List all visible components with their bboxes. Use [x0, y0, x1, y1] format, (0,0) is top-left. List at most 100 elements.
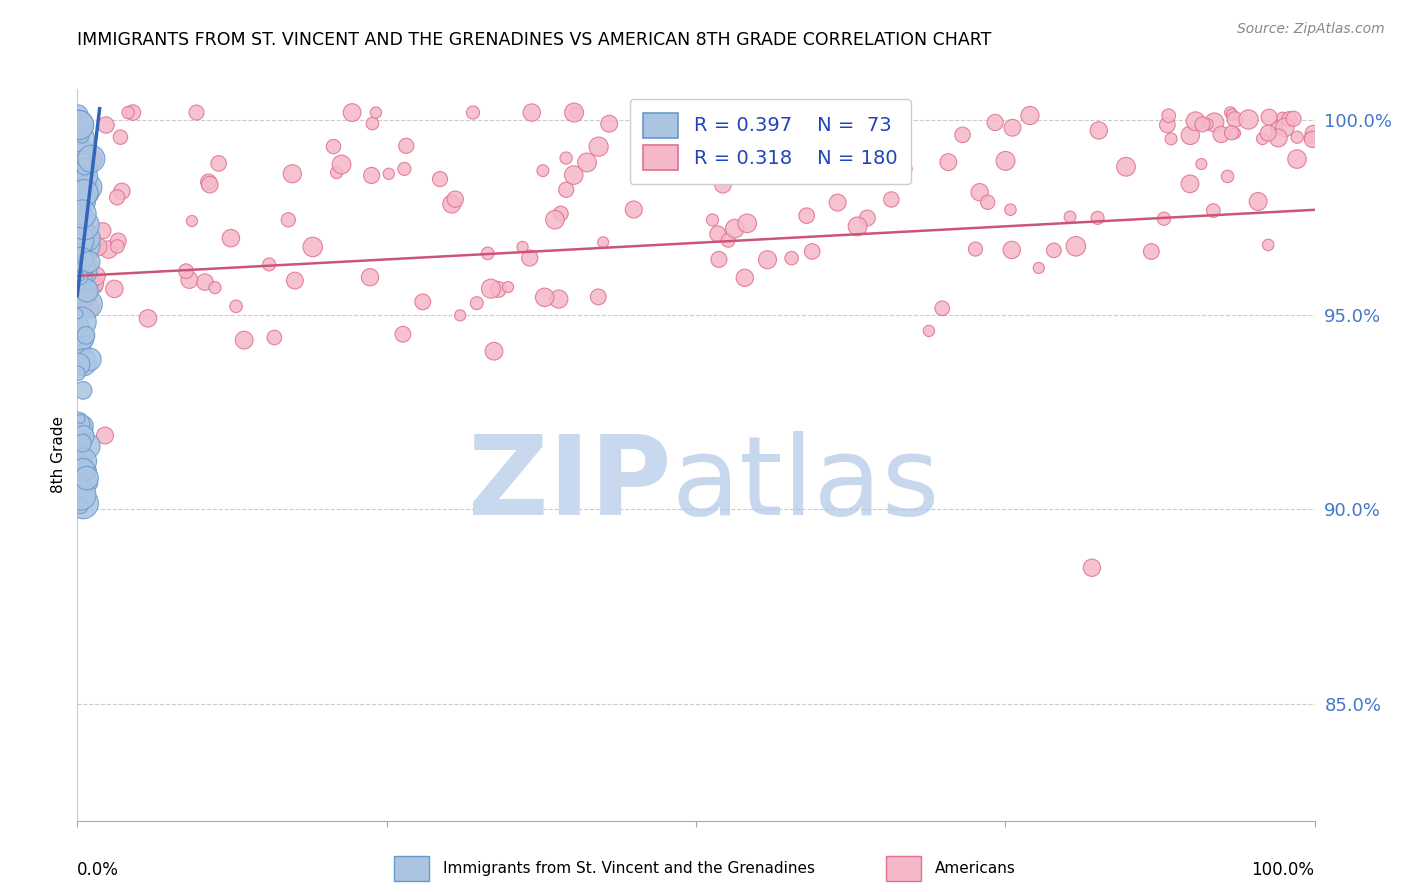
- Point: [1000, 202, 1022, 217]
- Point: [73, 194, 96, 209]
- Point: [67, 358, 90, 372]
- Point: [1286, 130, 1309, 145]
- Point: [80, 187, 103, 202]
- Point: [70, 207, 93, 221]
- Point: [67, 258, 90, 272]
- Point: [67, 330, 90, 344]
- Legend: R = 0.397    N =  73, R = 0.318    N = 180: R = 0.397 N = 73, R = 0.318 N = 180: [630, 99, 911, 184]
- Point: [66, 258, 89, 272]
- Point: [392, 327, 415, 342]
- Point: [72, 161, 94, 175]
- Text: IMMIGRANTS FROM ST. VINCENT AND THE GRENADINES VS AMERICAN 8TH GRADE CORRELATION: IMMIGRANTS FROM ST. VINCENT AND THE GREN…: [77, 31, 991, 49]
- Point: [780, 251, 803, 265]
- Point: [76, 284, 98, 298]
- Point: [984, 115, 1007, 129]
- Point: [69, 219, 91, 233]
- Point: [69, 488, 91, 502]
- Point: [550, 206, 572, 220]
- Point: [1115, 160, 1137, 174]
- Point: [94, 428, 117, 442]
- Point: [1267, 131, 1289, 145]
- Point: [827, 195, 849, 210]
- Point: [70, 128, 93, 143]
- Point: [73, 218, 96, 232]
- Point: [75, 328, 97, 343]
- Point: [73, 238, 96, 252]
- Point: [69, 280, 91, 294]
- Point: [1301, 132, 1323, 146]
- Point: [1028, 260, 1050, 275]
- Point: [67, 118, 90, 132]
- Point: [69, 269, 91, 284]
- Point: [69, 412, 91, 426]
- Point: [1237, 112, 1260, 127]
- Point: [204, 280, 226, 294]
- Point: [67, 251, 90, 265]
- Point: [233, 333, 256, 347]
- Point: [69, 193, 91, 207]
- Point: [976, 195, 998, 210]
- Point: [198, 178, 221, 192]
- Point: [72, 463, 94, 477]
- Text: Source: ZipAtlas.com: Source: ZipAtlas.com: [1237, 22, 1385, 37]
- Point: [360, 169, 382, 183]
- Point: [67, 268, 90, 283]
- Point: [67, 268, 90, 283]
- Point: [1157, 109, 1180, 123]
- Point: [76, 169, 98, 184]
- Point: [72, 496, 94, 510]
- Point: [72, 193, 94, 207]
- Point: [77, 225, 100, 239]
- Point: [79, 352, 101, 367]
- Point: [994, 153, 1017, 168]
- Text: atlas: atlas: [671, 431, 939, 538]
- Point: [1282, 112, 1305, 126]
- Point: [856, 211, 879, 225]
- Point: [80, 246, 103, 260]
- Point: [77, 297, 100, 311]
- Point: [965, 242, 987, 256]
- Point: [73, 177, 96, 191]
- Point: [67, 176, 90, 190]
- Point: [918, 324, 941, 338]
- Point: [1140, 244, 1163, 259]
- Point: [1257, 126, 1279, 140]
- Point: [1081, 560, 1104, 574]
- Point: [77, 180, 100, 194]
- Point: [76, 218, 98, 232]
- Point: [136, 311, 159, 326]
- Point: [76, 464, 98, 478]
- Point: [67, 208, 90, 222]
- Point: [70, 454, 93, 468]
- Point: [69, 499, 91, 513]
- Point: [1274, 120, 1296, 135]
- Point: [592, 235, 614, 250]
- Point: [69, 186, 91, 200]
- Point: [72, 335, 94, 350]
- Point: [735, 216, 758, 230]
- Point: [70, 132, 93, 146]
- Point: [1019, 108, 1042, 122]
- Point: [588, 290, 610, 304]
- Point: [479, 282, 502, 296]
- Point: [520, 105, 543, 120]
- Point: [623, 202, 645, 217]
- Point: [263, 330, 285, 344]
- Point: [70, 215, 93, 229]
- Point: [359, 270, 381, 285]
- Point: [73, 160, 96, 174]
- Point: [73, 285, 96, 300]
- Point: [70, 252, 93, 267]
- Point: [67, 145, 90, 160]
- Point: [1257, 238, 1279, 252]
- Point: [72, 355, 94, 369]
- Point: [1302, 127, 1324, 141]
- Point: [301, 240, 323, 254]
- Point: [588, 139, 610, 153]
- Point: [87, 240, 110, 254]
- Point: [1258, 110, 1281, 124]
- Point: [449, 309, 471, 323]
- Point: [1251, 131, 1274, 145]
- Point: [111, 184, 134, 198]
- Point: [79, 301, 101, 315]
